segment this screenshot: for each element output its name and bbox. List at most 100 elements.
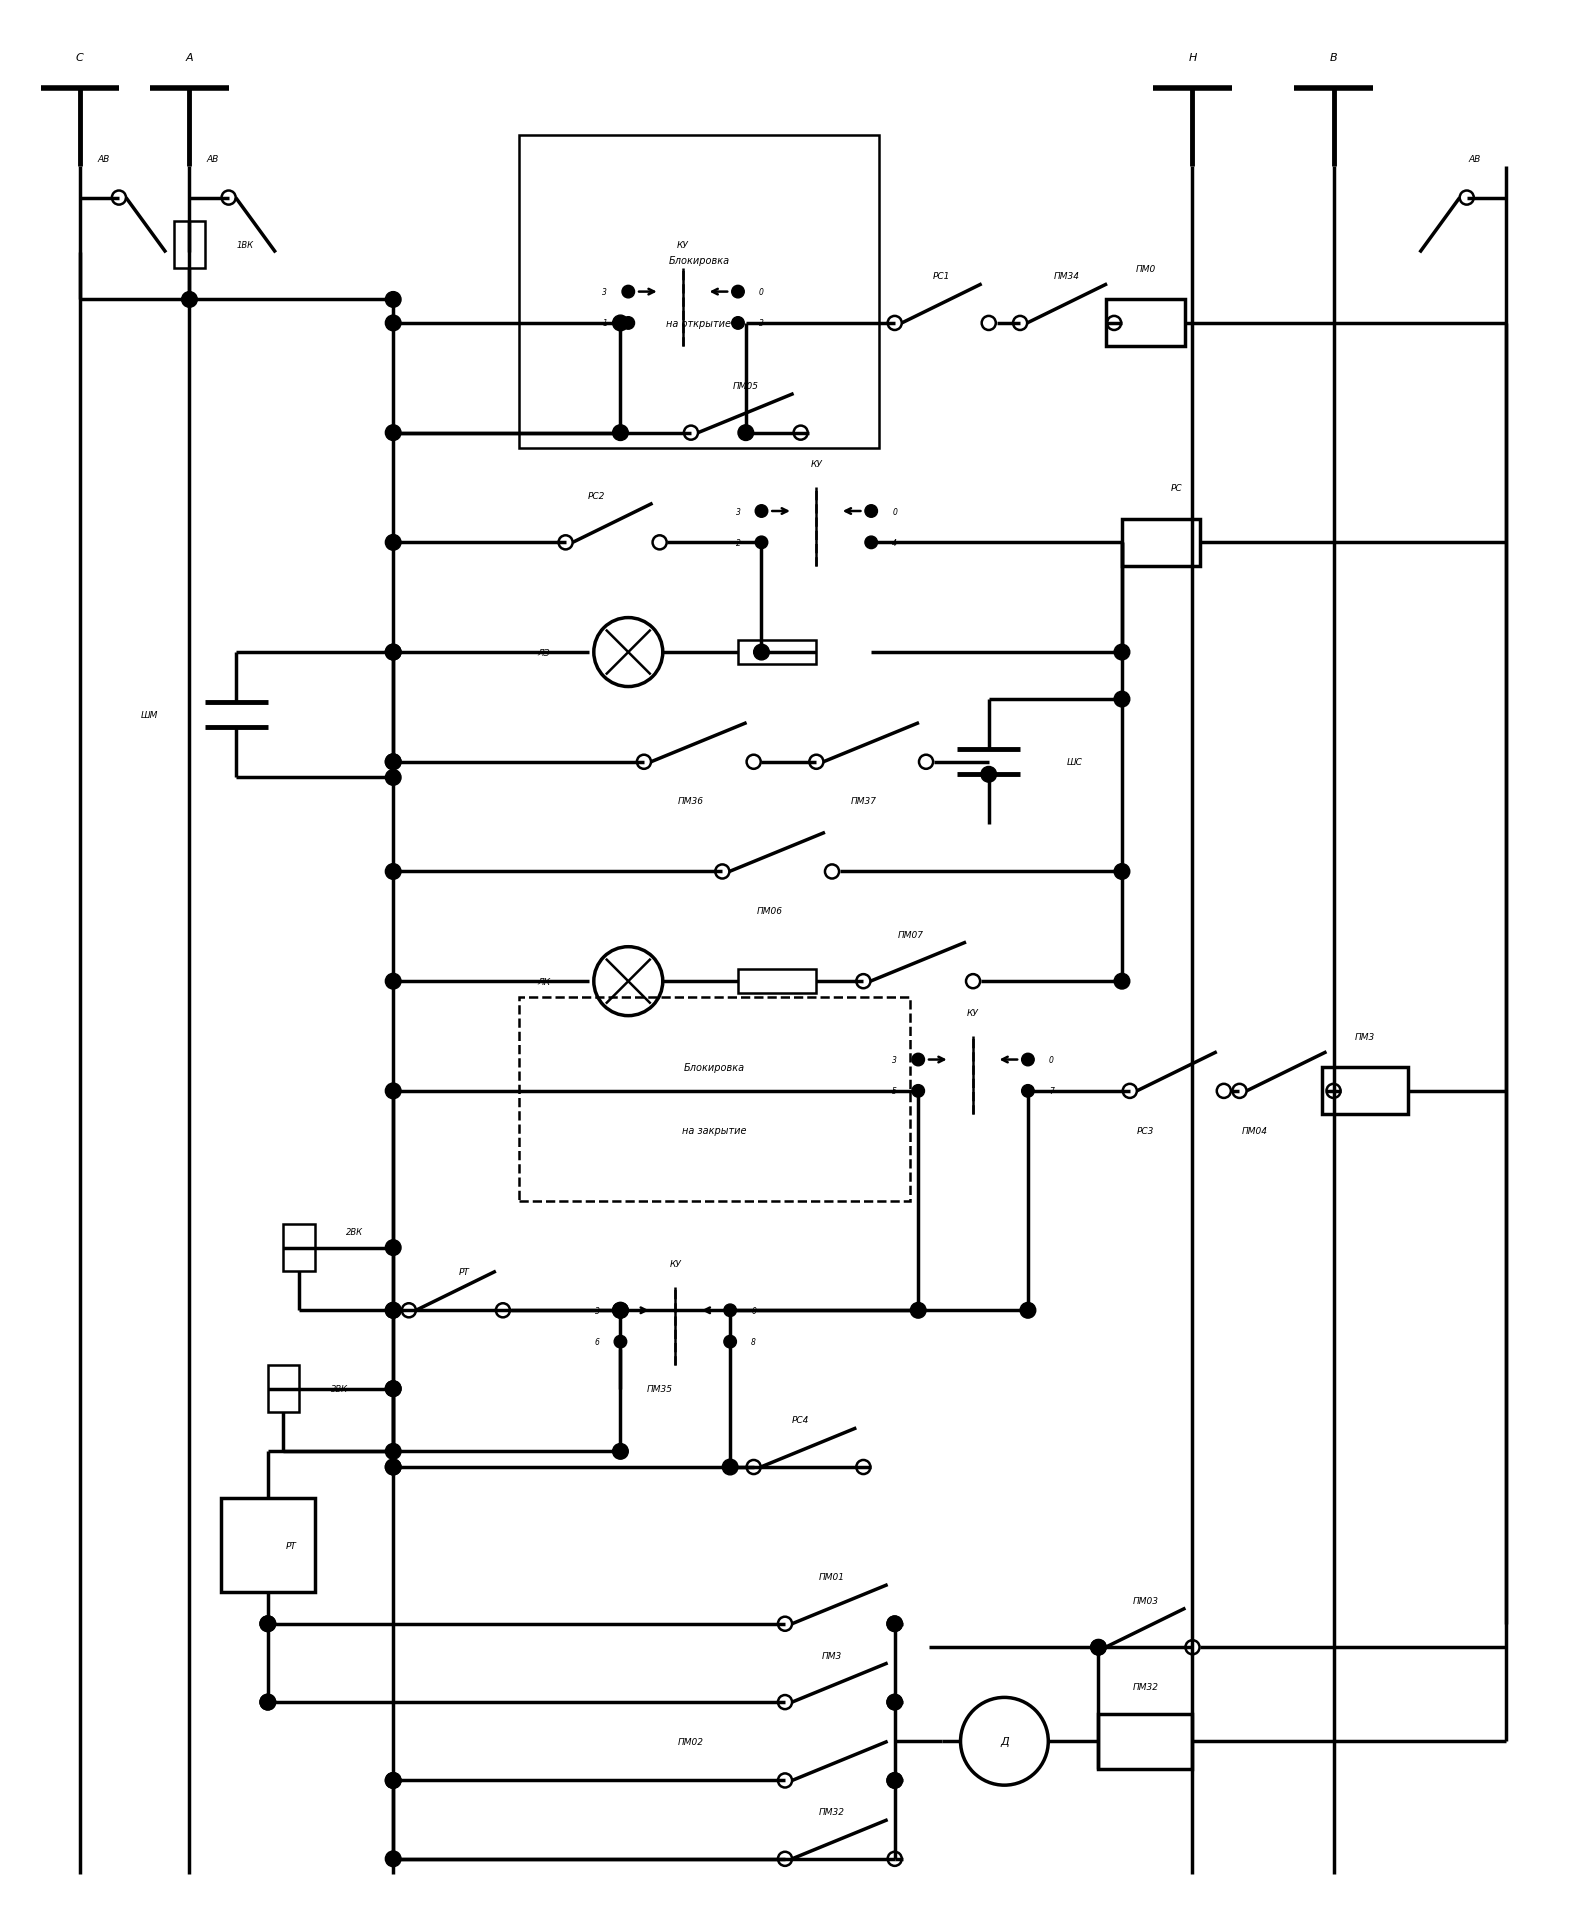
Circle shape bbox=[724, 1335, 736, 1349]
Circle shape bbox=[865, 537, 878, 549]
Circle shape bbox=[385, 1084, 400, 1099]
Circle shape bbox=[724, 1304, 736, 1318]
Circle shape bbox=[1022, 1053, 1035, 1066]
Text: ПМ06: ПМ06 bbox=[757, 906, 782, 916]
Text: ПМ3: ПМ3 bbox=[1355, 1032, 1375, 1041]
Text: Д: Д bbox=[1000, 1737, 1010, 1747]
Text: 0: 0 bbox=[758, 288, 765, 298]
Circle shape bbox=[261, 1694, 276, 1710]
Bar bbox=[1322, 1068, 1408, 1115]
Circle shape bbox=[612, 1443, 628, 1459]
Text: 4: 4 bbox=[892, 539, 896, 547]
Circle shape bbox=[722, 1459, 738, 1476]
Circle shape bbox=[385, 1240, 400, 1256]
Circle shape bbox=[1020, 1302, 1036, 1318]
Text: РС4: РС4 bbox=[791, 1416, 810, 1424]
Circle shape bbox=[622, 317, 634, 330]
Text: ПМ0: ПМ0 bbox=[1135, 265, 1156, 274]
Text: ПМ05: ПМ05 bbox=[733, 383, 758, 390]
Text: ПМ04: ПМ04 bbox=[1242, 1126, 1269, 1134]
Text: 8: 8 bbox=[750, 1337, 757, 1347]
Bar bbox=[221, 1499, 316, 1592]
Bar bbox=[518, 997, 911, 1202]
Text: АВ: АВ bbox=[97, 155, 110, 164]
Text: КУ: КУ bbox=[967, 1009, 980, 1018]
Circle shape bbox=[385, 1459, 400, 1476]
Text: ПМ32: ПМ32 bbox=[1132, 1683, 1159, 1690]
Circle shape bbox=[1115, 864, 1130, 879]
Text: ЛЗ: ЛЗ bbox=[537, 649, 550, 657]
Circle shape bbox=[912, 1086, 925, 1097]
Text: 2: 2 bbox=[736, 539, 741, 547]
Circle shape bbox=[261, 1615, 276, 1633]
Text: ЛК: ЛК bbox=[537, 978, 550, 985]
Bar bbox=[518, 135, 879, 448]
Circle shape bbox=[614, 1335, 626, 1349]
Circle shape bbox=[911, 1302, 926, 1318]
Circle shape bbox=[612, 317, 628, 332]
Circle shape bbox=[754, 645, 769, 661]
Text: ПМ34: ПМ34 bbox=[1053, 272, 1080, 282]
Circle shape bbox=[755, 506, 768, 518]
Text: ШМ: ШМ bbox=[141, 711, 159, 721]
Circle shape bbox=[1115, 645, 1130, 661]
Circle shape bbox=[622, 286, 634, 299]
Text: РС3: РС3 bbox=[1137, 1126, 1154, 1134]
Text: ПМ32: ПМ32 bbox=[820, 1806, 845, 1816]
Text: на открытие: на открытие bbox=[666, 319, 732, 328]
Text: РТ: РТ bbox=[286, 1542, 297, 1549]
Text: 5: 5 bbox=[892, 1088, 896, 1095]
Circle shape bbox=[981, 767, 997, 782]
Circle shape bbox=[1115, 692, 1130, 707]
Circle shape bbox=[912, 1053, 925, 1066]
Circle shape bbox=[261, 1615, 276, 1633]
Circle shape bbox=[182, 292, 198, 307]
Circle shape bbox=[385, 1302, 400, 1318]
Text: 2ВК: 2ВК bbox=[345, 1229, 363, 1236]
Text: ПМ03: ПМ03 bbox=[1132, 1596, 1159, 1605]
Circle shape bbox=[385, 1851, 400, 1866]
Circle shape bbox=[385, 645, 400, 661]
Text: 0: 0 bbox=[1049, 1055, 1053, 1065]
Circle shape bbox=[612, 1302, 628, 1318]
Circle shape bbox=[732, 317, 744, 330]
Text: Блокировка: Блокировка bbox=[685, 1063, 746, 1072]
Circle shape bbox=[614, 1304, 626, 1318]
Text: 3: 3 bbox=[892, 1055, 896, 1065]
Text: 7: 7 bbox=[1049, 1088, 1053, 1095]
Circle shape bbox=[865, 506, 878, 518]
Circle shape bbox=[732, 286, 744, 299]
Circle shape bbox=[385, 1381, 400, 1397]
Bar bbox=[1123, 520, 1201, 566]
Text: КУ: КУ bbox=[810, 460, 823, 469]
Circle shape bbox=[385, 755, 400, 771]
Circle shape bbox=[1022, 1086, 1035, 1097]
Bar bbox=[1099, 1714, 1193, 1770]
Text: РТ: РТ bbox=[458, 1267, 469, 1275]
Text: 3: 3 bbox=[603, 288, 608, 298]
Circle shape bbox=[385, 755, 400, 771]
Circle shape bbox=[1091, 1640, 1107, 1656]
Text: ПМ36: ПМ36 bbox=[678, 798, 703, 806]
Circle shape bbox=[385, 292, 400, 307]
Circle shape bbox=[385, 1302, 400, 1318]
Text: 3: 3 bbox=[595, 1306, 600, 1316]
Text: 0: 0 bbox=[750, 1306, 757, 1316]
Text: Н: Н bbox=[1188, 52, 1196, 62]
Text: 1: 1 bbox=[603, 319, 608, 328]
Circle shape bbox=[385, 535, 400, 551]
Bar bbox=[174, 222, 206, 269]
Text: АВ: АВ bbox=[207, 155, 220, 164]
Circle shape bbox=[385, 1381, 400, 1397]
Text: 3: 3 bbox=[736, 508, 741, 516]
Circle shape bbox=[385, 1443, 400, 1459]
Text: КУ: КУ bbox=[669, 1260, 681, 1267]
Text: Блокировка: Блокировка bbox=[669, 257, 730, 267]
Circle shape bbox=[385, 645, 400, 661]
Circle shape bbox=[755, 537, 768, 549]
Text: ПМ07: ПМ07 bbox=[898, 929, 923, 939]
Circle shape bbox=[385, 974, 400, 989]
Circle shape bbox=[385, 771, 400, 786]
Text: ПМ3: ПМ3 bbox=[821, 1650, 842, 1660]
Circle shape bbox=[385, 1774, 400, 1789]
